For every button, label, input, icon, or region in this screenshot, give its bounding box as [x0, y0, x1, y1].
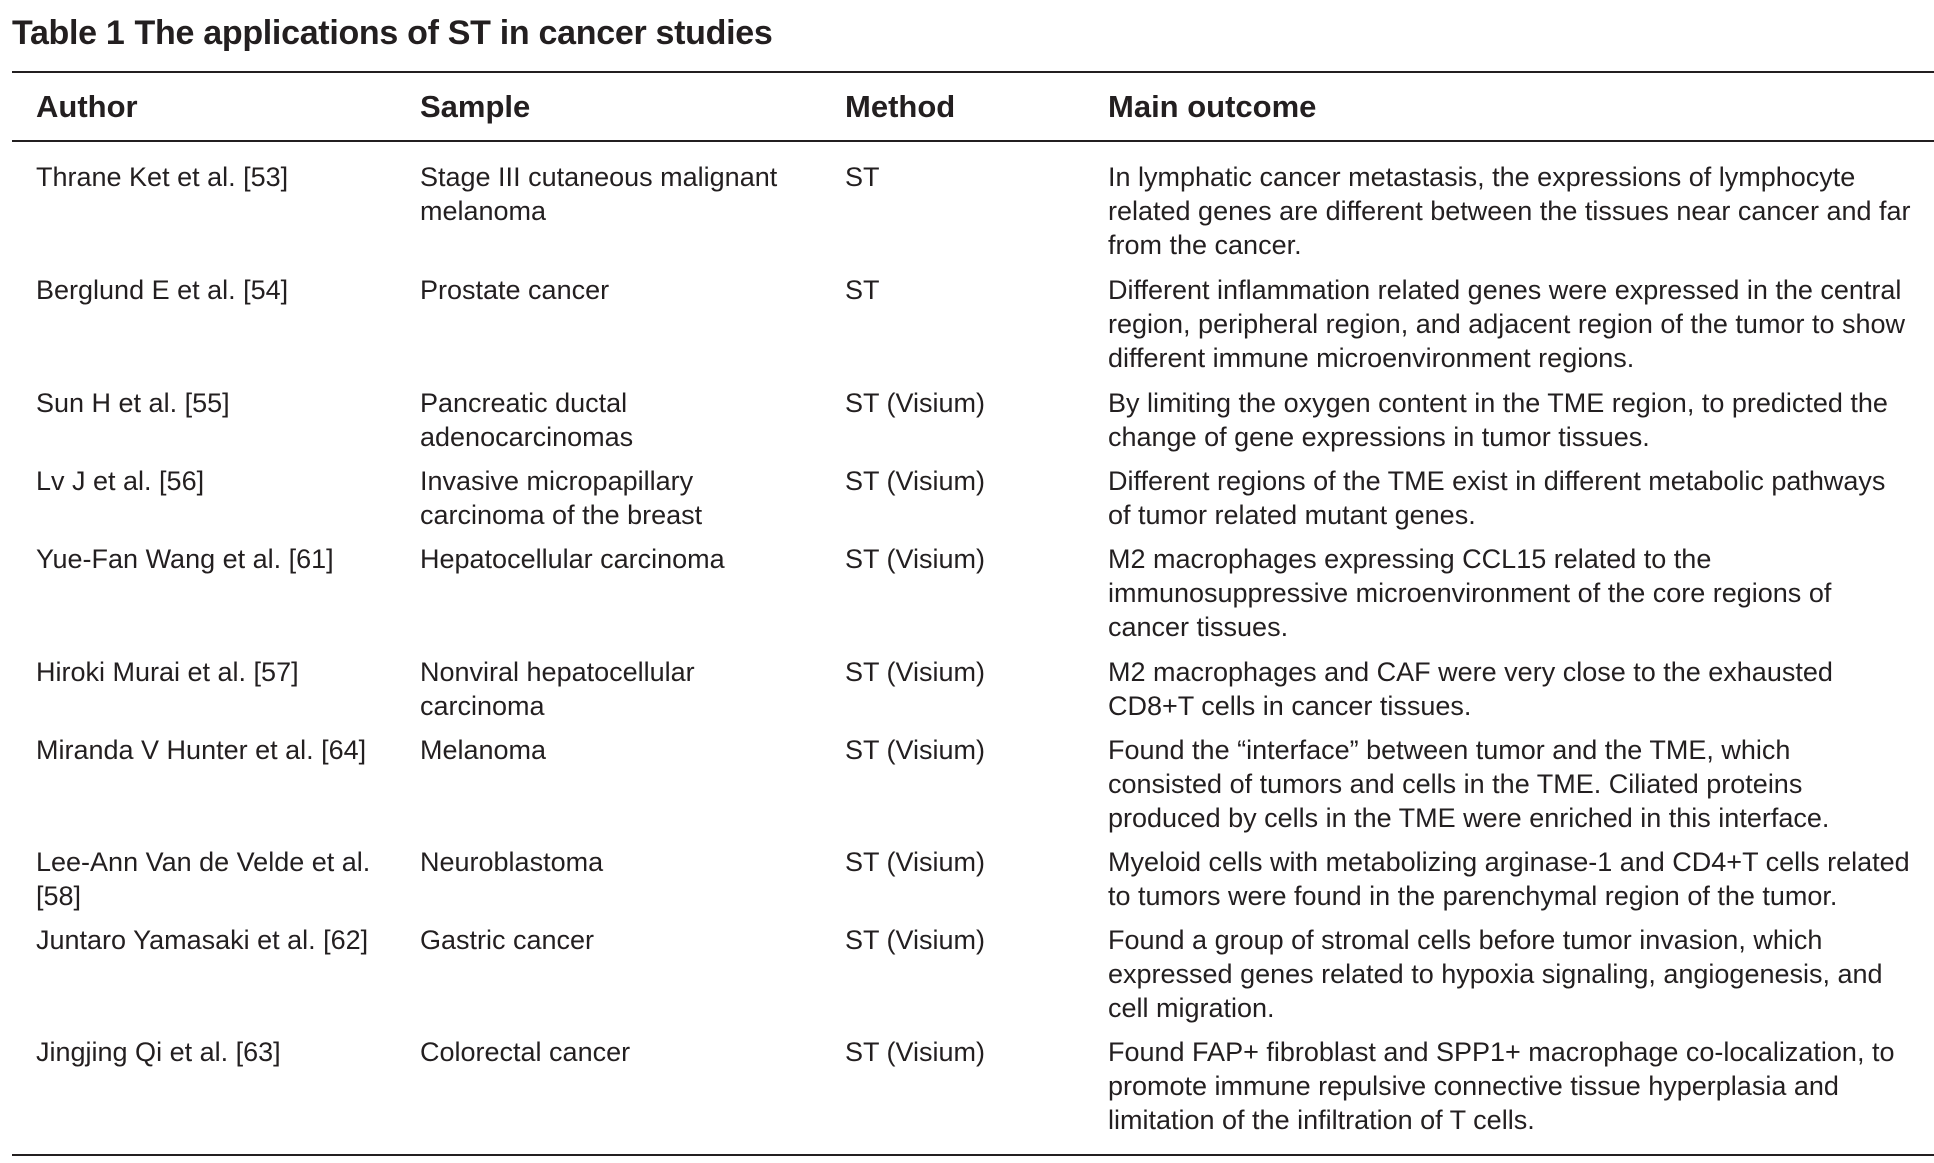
header-method: Method [845, 89, 956, 124]
cell-author: Sun H et al. [55] [36, 388, 230, 418]
cell-main-outcome: In lymphatic cancer metastasis, the expr… [1108, 162, 1911, 260]
cell-author: Miranda V Hunter et al. [64] [36, 735, 367, 765]
cell-main-outcome: M2 macrophages and CAF were very close t… [1108, 657, 1833, 721]
cell-main-outcome: Found the “interface” between tumor and … [1108, 735, 1830, 833]
cell-main-outcome: M2 macrophages expressing CCL15 related … [1108, 544, 1832, 642]
header-sample: Sample [420, 89, 531, 124]
cell-method: ST (Visium) [845, 657, 986, 687]
cell-sample: Prostate cancer [420, 275, 610, 305]
cell-method: ST (Visium) [845, 544, 986, 574]
table-title: The applications of ST in cancer studies [134, 14, 773, 52]
cell-main-outcome: Different regions of the TME exist in di… [1108, 466, 1886, 530]
cell-method: ST (Visium) [845, 466, 986, 496]
cell-method: ST (Visium) [845, 925, 986, 955]
top-rule [12, 71, 1934, 73]
header-rule [12, 140, 1934, 142]
cell-author: Hiroki Murai et al. [57] [36, 657, 299, 687]
cell-sample: Melanoma [420, 735, 547, 765]
cell-sample: Neuroblastoma [420, 847, 604, 877]
cell-method: ST (Visium) [845, 1037, 986, 1067]
cell-author: Berglund E et al. [54] [36, 275, 289, 305]
cell-author: Lv J et al. [56] [36, 466, 205, 496]
cell-sample: Pancreatic ductal adenocarcinomas [420, 388, 634, 452]
cell-sample: Gastric cancer [420, 925, 595, 955]
cell-sample: Stage III cutaneous malignant melanoma [420, 162, 778, 226]
cell-main-outcome: Found a group of stromal cells before tu… [1108, 925, 1883, 1023]
cell-sample: Invasive micropapillary carcinoma of the… [420, 466, 703, 530]
cell-method: ST (Visium) [845, 388, 986, 418]
cell-sample: Nonviral hepatocellular carcinoma [420, 657, 695, 721]
cell-method: ST [845, 162, 880, 192]
cell-sample: Hepatocellular carcinoma [420, 544, 725, 574]
cell-main-outcome: Myeloid cells with metabolizing arginase… [1108, 847, 1910, 911]
table-caption: Table 1 The applications of ST in cancer … [12, 14, 773, 53]
table-header-row: Author Sample Method Main outcome [0, 72, 1934, 140]
cell-method: ST (Visium) [845, 735, 986, 765]
table-number: Table 1 [12, 14, 125, 52]
header-main-outcome: Main outcome [1108, 89, 1317, 124]
cell-main-outcome: Different inflammation related genes wer… [1108, 275, 1906, 373]
cell-main-outcome: Found FAP+ fibroblast and SPP1+ macropha… [1108, 1037, 1895, 1135]
bottom-rule [12, 1154, 1934, 1156]
cell-main-outcome: By limiting the oxygen content in the TM… [1108, 388, 1888, 452]
header-author: Author [36, 89, 138, 124]
cell-author: Thrane Ket et al. [53] [36, 162, 289, 192]
cell-method: ST [845, 275, 880, 305]
cell-author: Juntaro Yamasaki et al. [62] [36, 925, 369, 955]
cell-sample: Colorectal cancer [420, 1037, 631, 1067]
cell-author: Jingjing Qi et al. [63] [36, 1037, 281, 1067]
cell-author: Lee-Ann Van de Velde et al. [58] [36, 847, 371, 911]
cell-method: ST (Visium) [845, 847, 986, 877]
cell-author: Yue-Fan Wang et al. [61] [36, 544, 334, 574]
